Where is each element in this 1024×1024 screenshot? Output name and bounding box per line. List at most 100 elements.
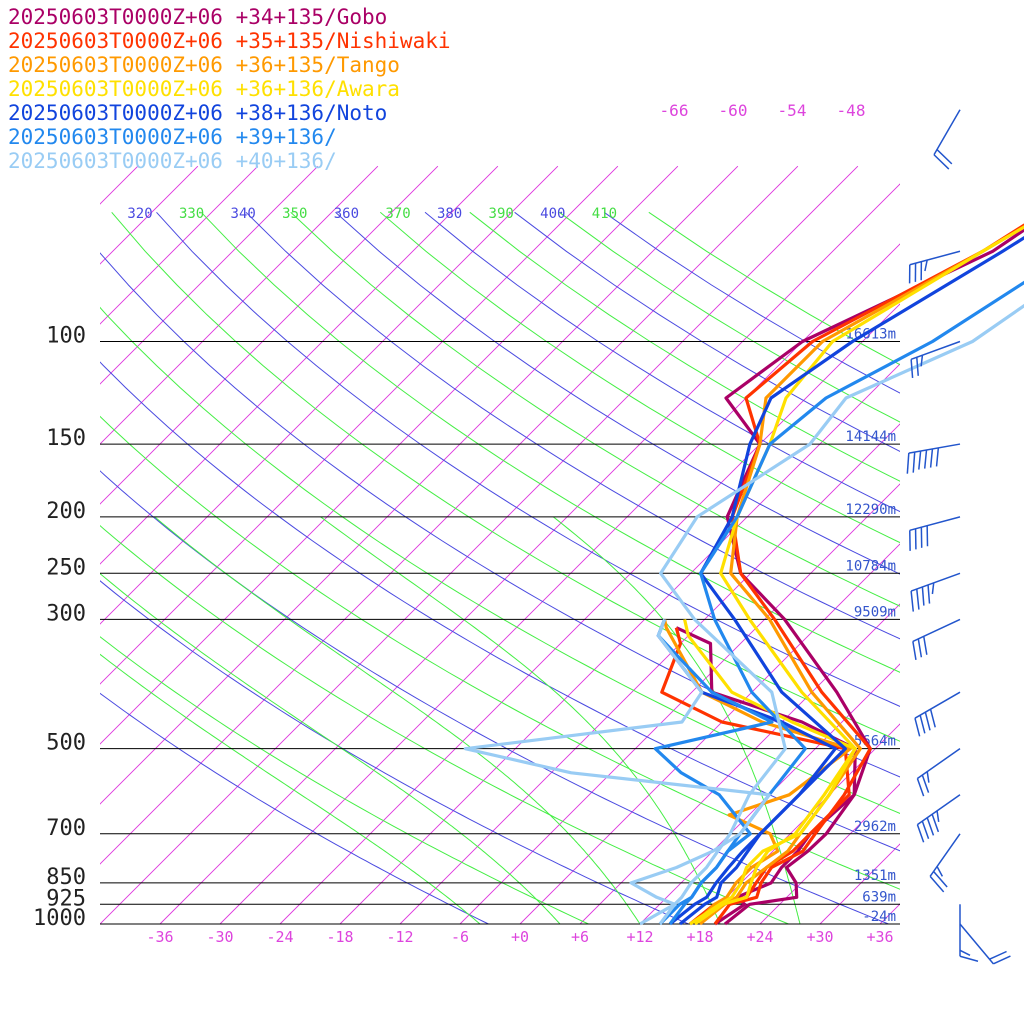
isotherm-line [100, 165, 439, 505]
pressure-label: 700 [46, 816, 86, 841]
dry-adiabat-line [335, 211, 900, 575]
dry-adiabat-line [100, 580, 689, 924]
dry-adiabat-line [111, 211, 900, 742]
dry-adiabat-line [200, 211, 900, 673]
dry-adiabat-line [379, 211, 900, 544]
upper-temperature-label: -48 [837, 101, 866, 120]
theta-label: 400 [540, 206, 565, 222]
pressure-label: 250 [46, 555, 86, 580]
temperature-tick-label: +24 [746, 928, 773, 946]
dry-adiabat-line [100, 252, 900, 778]
isotherm-line [100, 165, 319, 385]
dry-adiabat-line [100, 692, 489, 924]
dewpoint-series-5 [653, 618, 774, 926]
dry-adiabat-line [100, 636, 589, 924]
isotherm-line [100, 165, 859, 924]
temperature-series-2 [699, 225, 1024, 926]
theta-label: 330 [179, 206, 204, 222]
temperature-tick-label: +18 [686, 928, 713, 946]
isotherm-line [100, 165, 499, 565]
pressure-label: 150 [46, 426, 86, 451]
isotherm-line [100, 165, 259, 325]
isotherm-line [579, 603, 900, 924]
wind-barb [910, 340, 961, 378]
isotherm-line [159, 183, 900, 924]
temperature-tick-label: +0 [511, 928, 529, 946]
height-label: 1351m [854, 868, 896, 884]
height-label: 14144m [845, 429, 896, 445]
isotherm-line [100, 165, 739, 805]
wind-barb [933, 109, 961, 170]
wind-barb [908, 250, 961, 284]
dry-adiabat-line [100, 361, 900, 852]
wind-barb [929, 833, 961, 893]
legend: 20250603T0000Z+06 +34+135/Gobo20250603T0… [8, 5, 451, 173]
pressure-label: 200 [46, 499, 86, 524]
wind-barb [959, 904, 979, 963]
moist-adiabat-line [154, 516, 641, 924]
pressure-label: 925 [46, 886, 86, 911]
legend-entry-2: 20250603T0000Z+06 +36+135/Tango [8, 53, 400, 77]
dry-adiabat-line [100, 306, 900, 814]
height-label: 9509m [854, 604, 896, 620]
moist-adiabat-line [100, 653, 481, 924]
wind-barb [916, 748, 961, 797]
wind-barb [959, 923, 1011, 965]
legend-entry-6: 20250603T0000Z+06 +40+136/ [8, 149, 337, 173]
theta-label: 320 [127, 206, 152, 222]
dry-adiabat-line [156, 211, 900, 707]
wind-barb [914, 691, 961, 737]
isotherm-line [100, 165, 679, 745]
theta-label: 350 [282, 206, 307, 222]
upper-temperature-label: -66 [660, 101, 689, 120]
isotherm-line [519, 543, 900, 924]
dewpoint-series-3 [683, 619, 857, 926]
wind-barb [910, 572, 961, 612]
height-label: 2962m [854, 819, 896, 835]
legend-entry-3: 20250603T0000Z+06 +36+136/Awara [8, 77, 400, 101]
legend-entry-5: 20250603T0000Z+06 +39+136/ [8, 125, 337, 149]
isotherm-line [699, 723, 900, 924]
isotherm-line [879, 903, 900, 924]
isotherm-line [100, 165, 199, 265]
pressure-label: 300 [46, 601, 86, 626]
wind-barb [906, 443, 961, 474]
dewpoint-series-6 [463, 618, 771, 926]
temperature-tick-label: +30 [806, 928, 833, 946]
isotherm-line [100, 165, 379, 445]
isotherm-line [0, 166, 78, 924]
dry-adiabat-line [100, 524, 789, 924]
isotherm-line [100, 165, 139, 205]
theta-label: 370 [385, 206, 410, 222]
temperature-series-4 [679, 235, 1024, 926]
pressure-label: 500 [46, 731, 86, 756]
upper-temperature-label: -60 [719, 101, 748, 120]
dry-adiabat-line [100, 415, 900, 890]
pressure-label: 1000 [33, 906, 86, 931]
isotherm-line [100, 165, 559, 625]
temperature-series-3 [694, 225, 1024, 926]
temperature-tick-label: -12 [386, 928, 413, 946]
upper-temperature-label: -54 [778, 101, 807, 120]
temperature-series-1 [713, 223, 1024, 925]
theta-label: 340 [231, 206, 256, 222]
isotherm-line [100, 165, 619, 685]
height-label: 639m [862, 889, 896, 905]
temperature-tick-label: +6 [571, 928, 589, 946]
legend-entry-4: 20250603T0000Z+06 +38+136/Noto [8, 101, 387, 125]
isotherm-line [279, 303, 900, 924]
pressure-label: 850 [46, 865, 86, 890]
dry-adiabat-line [559, 211, 900, 423]
height-label: -24m [862, 909, 896, 925]
isotherm-line [759, 783, 900, 924]
theta-label: 410 [592, 206, 617, 222]
wind-barb [916, 794, 961, 843]
temperature-tick-label: -18 [326, 928, 353, 946]
temperature-tick-label: -6 [451, 928, 469, 946]
height-label: 10784m [845, 558, 896, 574]
moist-adiabat-line [552, 516, 801, 924]
height-label: 12290m [845, 502, 896, 518]
theta-label: 360 [334, 206, 359, 222]
temperature-series-0 [724, 228, 1024, 926]
